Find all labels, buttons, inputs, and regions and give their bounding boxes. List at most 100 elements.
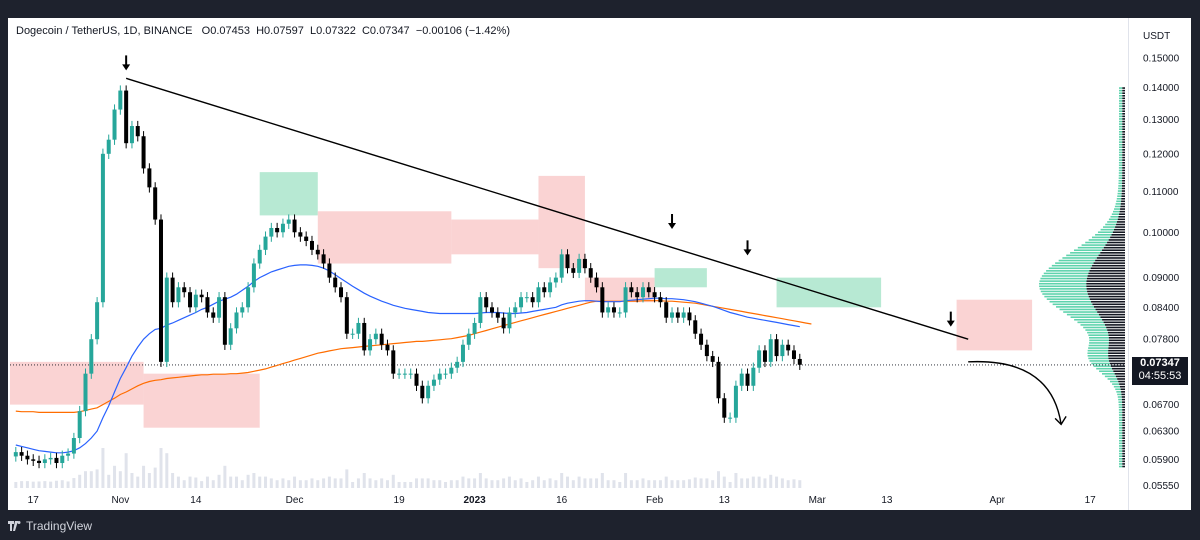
candle [780, 344, 785, 357]
low-value: L0.07322 [309, 25, 356, 37]
volume-bar [83, 471, 87, 488]
volume-profile-bar [1122, 427, 1125, 429]
volume-profile-bar [1111, 234, 1125, 236]
candle [188, 292, 193, 308]
candle [60, 455, 65, 464]
candle [548, 282, 553, 293]
volume-profile-bar [1117, 190, 1122, 192]
volume-profile-bar [1119, 455, 1123, 458]
x-tick-label: 13 [719, 495, 731, 506]
volume-profile-bar [1119, 92, 1123, 95]
candle [304, 236, 309, 241]
volume-bar [769, 474, 773, 488]
volume-bar [734, 473, 738, 488]
candle [530, 297, 535, 303]
volume-profile-bar [1122, 123, 1125, 125]
volume-profile-bar [1116, 223, 1125, 226]
symbol-header: Dogecoin / TetherUS, 1D, BINANCE O0.0745… [16, 25, 510, 37]
volume-bar [327, 476, 331, 488]
candle [153, 187, 158, 220]
candle [309, 240, 314, 250]
volume-bar [37, 481, 41, 488]
volume-profile-bar [1118, 401, 1123, 403]
volume-bar [391, 474, 395, 488]
volume-bar [107, 474, 111, 488]
candle [385, 344, 390, 351]
volume-profile-bar [1122, 105, 1125, 107]
volume-profile-bar [1085, 241, 1108, 244]
volume-profile-bar [1119, 457, 1123, 460]
volume-bar [548, 478, 552, 488]
volume-profile-bar [1122, 102, 1125, 105]
volume-profile-bar [1118, 169, 1123, 172]
candle [135, 126, 140, 137]
candle [553, 277, 558, 283]
candle [594, 277, 599, 288]
volume-bar [624, 473, 628, 488]
down-arrow-icon [946, 320, 955, 327]
volume-bar [258, 476, 262, 488]
volume-profile-bar [1063, 311, 1098, 313]
volume-bar [165, 453, 169, 488]
candle [25, 455, 30, 460]
candle [251, 263, 256, 288]
volume-profile-bar [1122, 97, 1125, 100]
volume-profile-bar [1122, 100, 1125, 102]
volume-bar [60, 480, 64, 488]
volume-profile-bar [1114, 373, 1125, 375]
volume-profile-bar [1110, 380, 1119, 383]
volume-bar [478, 473, 482, 488]
volume-profile-bar [1055, 262, 1094, 264]
candle [640, 287, 645, 298]
volume-profile-bar [1108, 357, 1125, 360]
volume-bar [49, 481, 53, 488]
volume-profile-bar [1118, 437, 1123, 439]
volume-profile-bar [1066, 313, 1099, 316]
candle [373, 333, 378, 340]
candle [588, 268, 593, 278]
volume-profile-bar [1046, 270, 1090, 272]
candle [559, 254, 564, 278]
volume-profile-bar [1122, 131, 1125, 133]
volume-bar [525, 482, 529, 488]
candle [77, 411, 82, 439]
volume-bar [502, 478, 506, 488]
volume-profile-bar [1088, 334, 1109, 337]
volume-profile-bar [1089, 270, 1125, 272]
volume-profile-bar [1073, 249, 1103, 252]
volume-bar [130, 473, 134, 488]
candle [681, 312, 686, 318]
volume-profile-bar [1122, 92, 1125, 95]
volume-profile-bar [1118, 421, 1123, 424]
candle [391, 350, 396, 374]
volume-profile-bar [1119, 385, 1125, 388]
volume-bar [205, 476, 209, 488]
volume-profile-bar [1087, 355, 1109, 357]
volume-profile-bar [1118, 141, 1123, 143]
volume-profile-bar [1062, 257, 1097, 259]
volume-profile-bar [1122, 457, 1125, 460]
volume-bar [240, 480, 244, 488]
volume-bar [612, 480, 616, 488]
volume-profile-bar [1093, 365, 1111, 367]
volume-profile-bar [1039, 282, 1087, 285]
volume-profile-bar [1119, 383, 1125, 385]
volume-profile-bar [1097, 311, 1125, 313]
volume-profile-bar [1093, 262, 1125, 264]
candle [791, 350, 796, 359]
volume-bar [316, 480, 320, 488]
volume-profile-bar [1070, 316, 1101, 318]
volume-bar [536, 476, 540, 488]
volume-profile-bar [1107, 241, 1125, 244]
volume-profile-bar [1118, 167, 1123, 169]
volume-profile-bar [1086, 285, 1125, 288]
volume-bar [89, 471, 93, 488]
price-axis[interactable] [1128, 18, 1191, 510]
volume-bar [740, 478, 744, 488]
volume-bar [606, 480, 610, 488]
volume-profile-bar [1119, 133, 1123, 136]
volume-profile-bar [1119, 102, 1123, 105]
volume-profile-bar [1081, 244, 1106, 246]
